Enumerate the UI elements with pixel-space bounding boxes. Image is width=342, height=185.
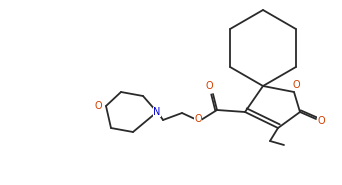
Text: O: O: [94, 101, 102, 111]
Text: O: O: [205, 81, 213, 91]
Text: O: O: [292, 80, 300, 90]
Text: O: O: [194, 114, 202, 124]
Text: N: N: [153, 107, 161, 117]
Text: O: O: [317, 116, 325, 126]
